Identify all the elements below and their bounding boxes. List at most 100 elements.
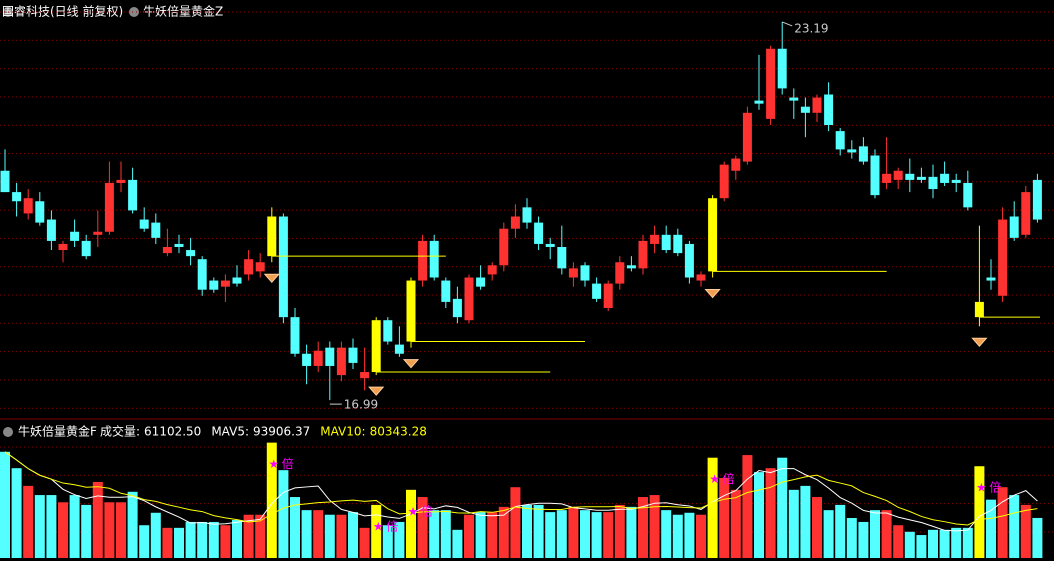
candle-body	[220, 280, 230, 287]
volume-bar	[266, 442, 277, 558]
volume-bar	[788, 489, 799, 558]
candle-body	[603, 283, 613, 308]
candle-body	[46, 219, 56, 241]
volume-bar	[208, 521, 219, 558]
volume-bar	[464, 514, 474, 558]
candle-body	[406, 280, 416, 342]
volume-bar	[881, 510, 892, 558]
volume-bar	[812, 497, 822, 558]
candle-body	[835, 131, 845, 150]
volume-bar	[823, 510, 834, 558]
candle-body	[800, 106, 810, 113]
candle-body	[383, 320, 393, 342]
volume-bar	[301, 510, 312, 558]
signal-diamond	[971, 337, 988, 348]
candle-body	[580, 265, 590, 281]
candle-body	[557, 247, 567, 269]
volume-bar	[382, 525, 393, 558]
candle-body	[302, 353, 312, 366]
volume-bar	[348, 512, 358, 558]
volume-bar	[69, 495, 80, 558]
volume-bar	[951, 527, 962, 558]
candle-body	[174, 243, 184, 247]
volume-bar	[591, 512, 602, 558]
volume-bar	[835, 504, 846, 558]
candle-body	[731, 158, 741, 171]
candle-body	[812, 97, 822, 113]
volume-bar	[116, 502, 126, 558]
volume-bar	[23, 485, 34, 558]
volume-bar	[1009, 495, 1020, 558]
candle-body	[742, 112, 752, 162]
candle-body	[12, 192, 22, 202]
candle-body	[267, 216, 277, 257]
signal-text: 倍	[723, 471, 735, 486]
candle-body	[963, 182, 973, 208]
volume-bar	[139, 525, 150, 558]
volume-bar	[278, 470, 289, 558]
candle-body	[93, 231, 103, 235]
volume-bar	[754, 472, 764, 558]
candle-body	[186, 250, 196, 257]
chart-title: 国睿科技(日线 前复权)	[2, 4, 123, 19]
candle-body	[545, 243, 555, 247]
volume-bar	[394, 521, 405, 558]
volume-bar	[893, 525, 904, 558]
volume-bar	[603, 512, 614, 558]
candle-body	[870, 155, 880, 196]
volume-bar	[440, 510, 451, 558]
signal-star: ★	[373, 519, 384, 533]
candle-body	[464, 277, 474, 321]
signal-diamond	[402, 359, 420, 369]
signal-diamond	[368, 386, 385, 396]
candle-body	[1009, 216, 1019, 238]
volume-bar	[359, 527, 370, 558]
candle-body	[255, 262, 265, 272]
volume-bar	[174, 527, 184, 558]
volume-bar	[197, 521, 208, 558]
volume-bar	[986, 499, 996, 558]
candle-body	[476, 277, 486, 287]
volume-bar	[92, 481, 103, 558]
candle-body	[394, 344, 404, 354]
candle-body	[209, 280, 219, 290]
volume-indicator-icon[interactable]	[3, 427, 13, 437]
moving-average-line	[4, 451, 1038, 526]
legend-label: MAV5:	[211, 425, 249, 439]
volume-bar	[974, 466, 985, 558]
candle-body	[429, 240, 439, 278]
volume-bar	[962, 527, 973, 558]
indicator-icon[interactable]	[129, 7, 139, 17]
signal-star: ★	[709, 472, 720, 486]
volume-bar	[487, 512, 498, 558]
volume-bar	[58, 502, 68, 558]
candle-body	[104, 182, 114, 232]
candle-body	[35, 201, 45, 223]
signal-star: ★	[268, 457, 279, 471]
volume-bar	[498, 506, 509, 558]
volume-bar	[858, 521, 869, 558]
volume-bar	[916, 535, 927, 558]
candle-body	[116, 179, 126, 183]
volume-bar	[406, 489, 416, 558]
candle-body	[940, 173, 950, 183]
signal-text: 倍	[421, 503, 433, 518]
volume-bar	[510, 487, 521, 558]
volume-bar	[429, 510, 440, 558]
volume-bar	[580, 510, 590, 558]
candle-body	[951, 179, 961, 183]
volume-bar	[719, 478, 730, 558]
volume-bar	[0, 451, 10, 558]
volume-bar	[290, 497, 300, 558]
candle-body	[70, 231, 80, 241]
candle-body	[325, 347, 335, 366]
volume-bar	[997, 487, 1008, 558]
signal-text: 倍	[282, 456, 294, 471]
candle-body	[360, 372, 370, 379]
legend-label: MAV10:	[320, 425, 365, 439]
volume-bar	[928, 529, 938, 558]
volume-bar	[556, 510, 567, 558]
candle-body	[197, 259, 207, 290]
volume-bar	[185, 521, 196, 558]
